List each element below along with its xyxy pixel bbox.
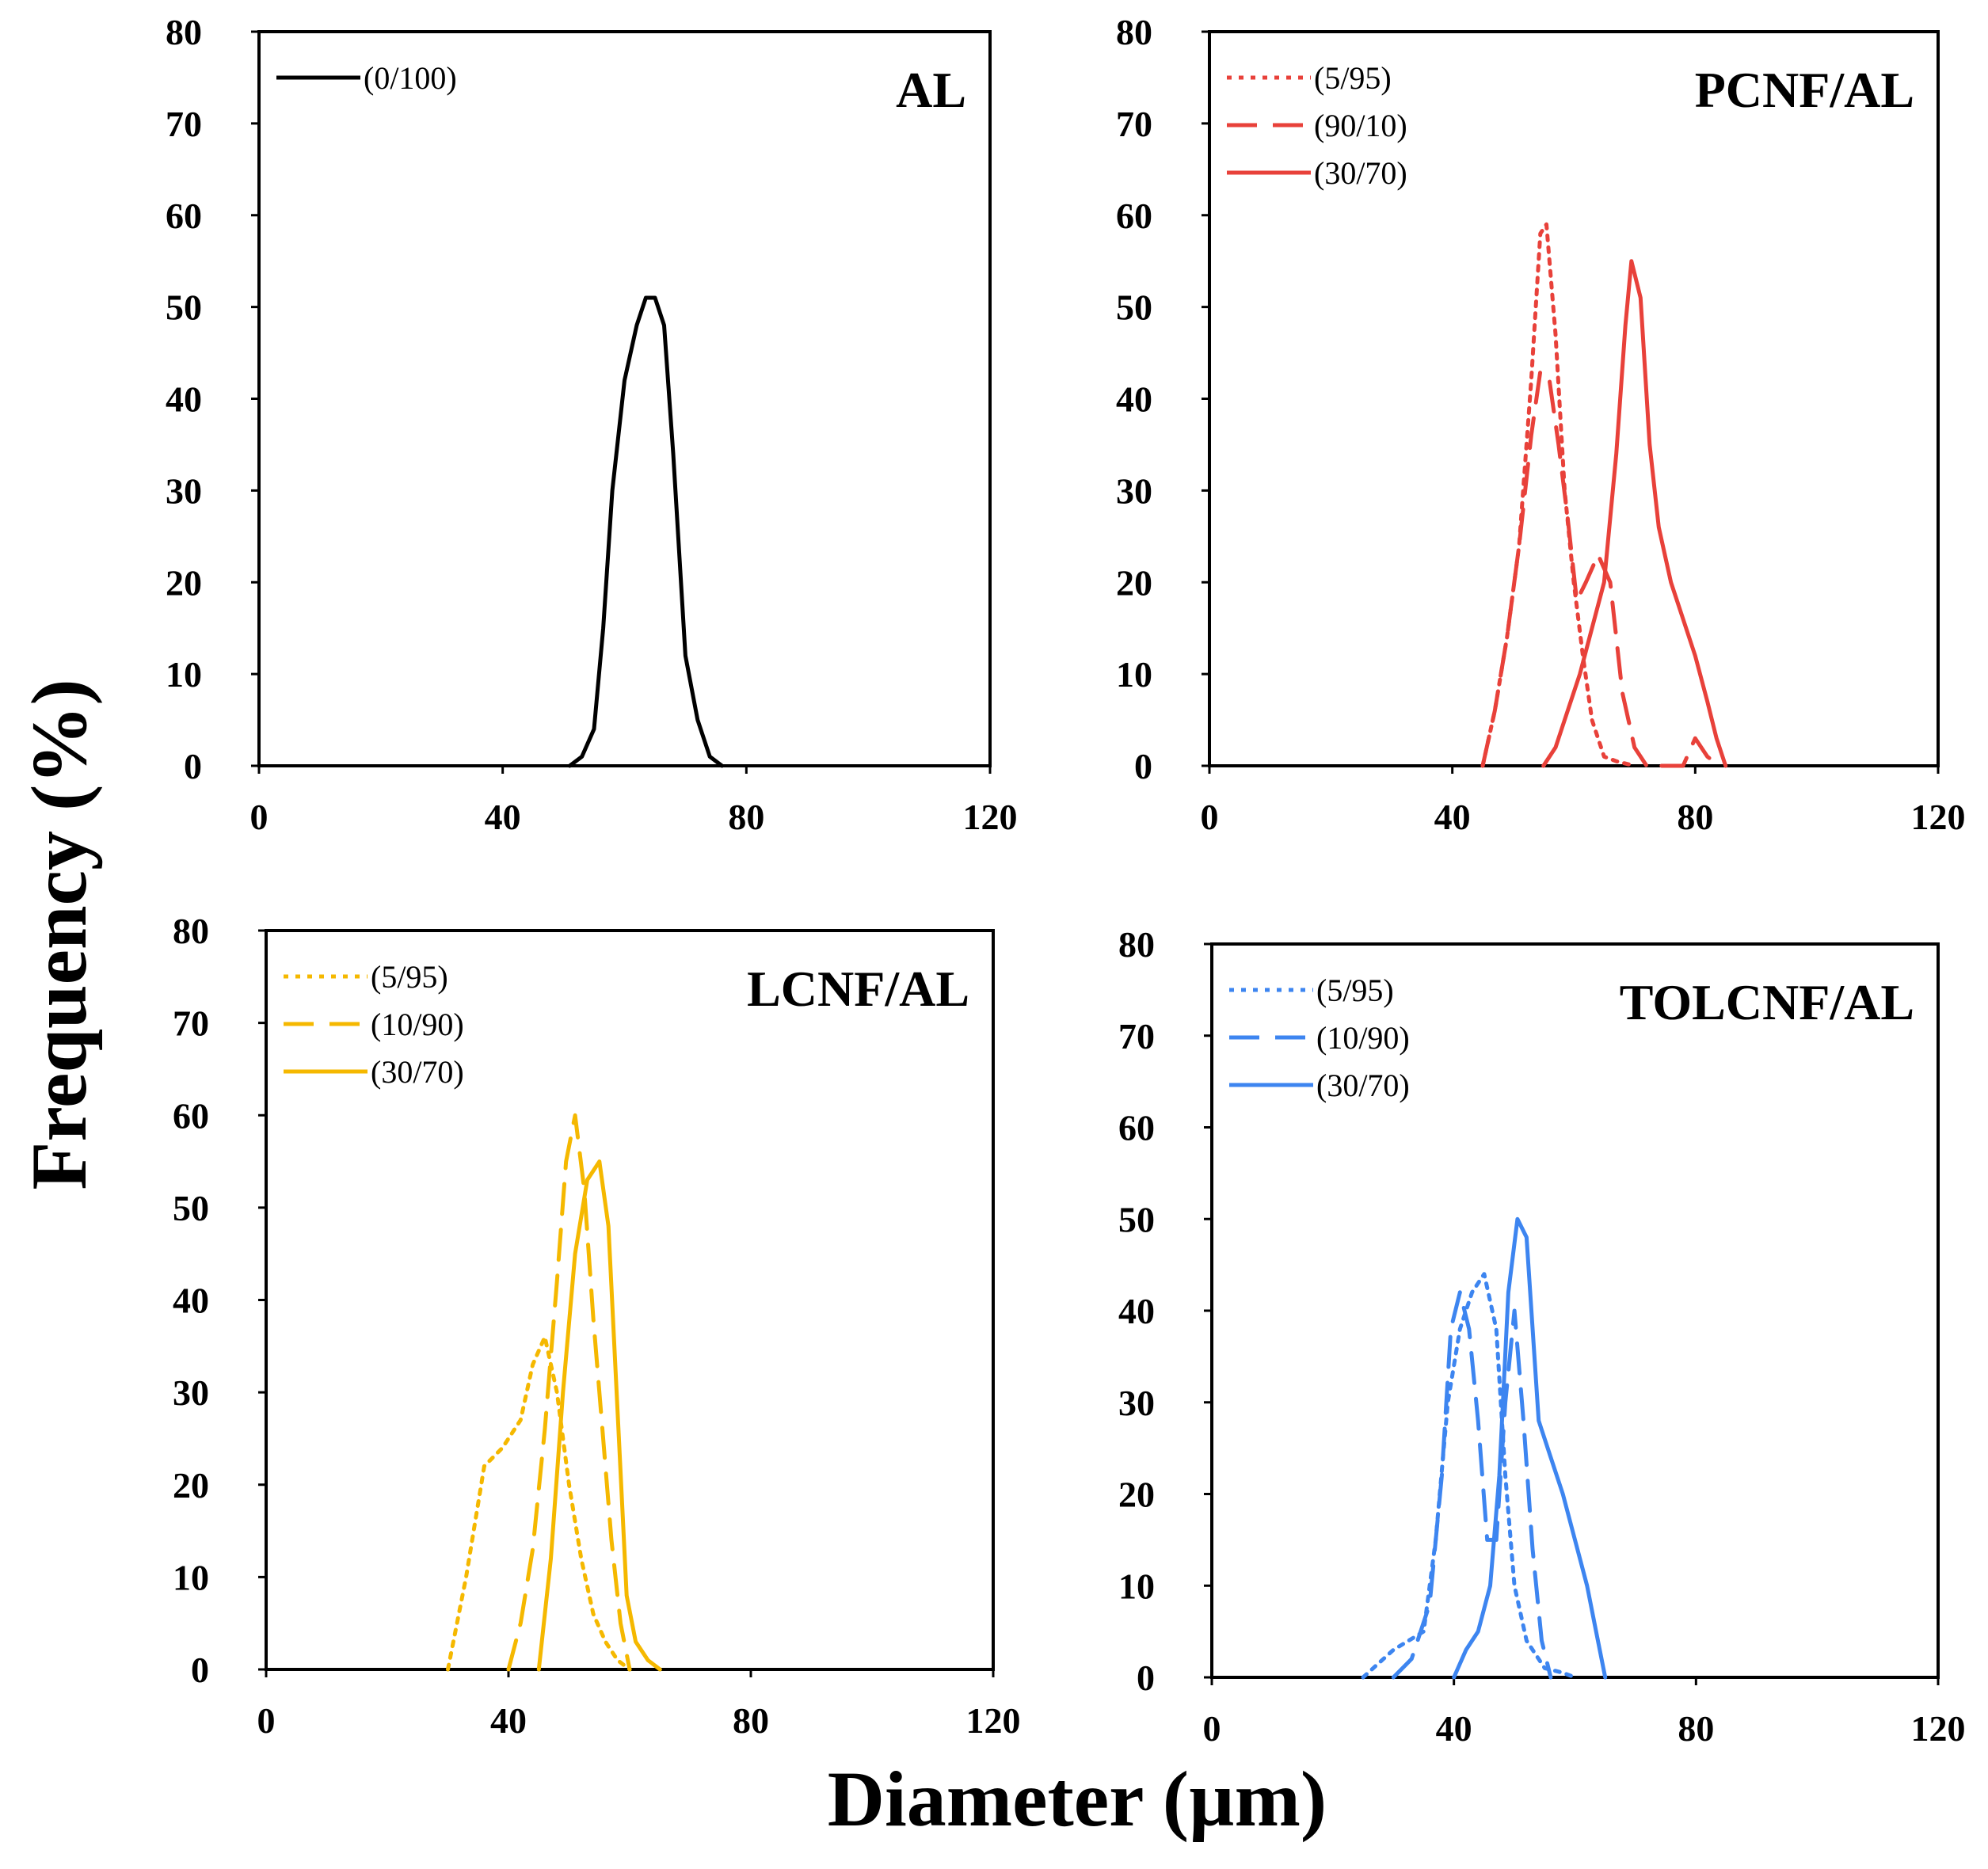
x-tick-label: 40: [490, 1700, 527, 1741]
legend-label: (5/95): [1314, 60, 1392, 96]
y-tick-label: 70: [1118, 1016, 1155, 1056]
y-tick-label: 60: [1116, 196, 1152, 236]
y-tick-label: 50: [1116, 287, 1152, 328]
panel-tolcnf-al: 0 10 20 30 40 50 60 70 80 0 40 80 120 (5/95) (10/90) (3…: [1118, 924, 1966, 1749]
panel-al: 0 10 20 30 40 50 60 70 80 0 40 80 120 (0/100) AL: [166, 12, 1018, 837]
series-line-solid: [536, 1159, 662, 1672]
y-tick-label: 20: [173, 1465, 209, 1505]
x-tick-label: 120: [963, 797, 1018, 837]
y-tick-label: 50: [166, 287, 202, 328]
x-tick-label: 40: [1436, 1708, 1472, 1749]
panel-title: TOLCNF/AL: [1620, 974, 1914, 1030]
series-line-solid: [1452, 1216, 1608, 1680]
y-tick-label: 50: [173, 1188, 209, 1228]
y-tick-label: 70: [1116, 104, 1152, 144]
x-tick-label: 80: [733, 1700, 769, 1741]
legend-label: (30/70): [1316, 1068, 1410, 1103]
panel-lcnf-al: 0 10 20 30 40 50 60 70 80 0 40 80 120 (5/95) (10/90) (3…: [173, 911, 1021, 1741]
legend-label: (10/90): [371, 1007, 464, 1042]
y-tick-label: 30: [173, 1372, 209, 1413]
x-tick-label: 0: [1201, 797, 1219, 837]
legend-label: (90/10): [1314, 108, 1407, 143]
series-line-dotted: [1480, 222, 1637, 768]
y-tick-label: 40: [1118, 1291, 1155, 1331]
y-tick-label: 20: [1118, 1475, 1155, 1515]
y-tick-label: 30: [1116, 470, 1152, 511]
y-tick-label: 0: [1137, 1658, 1155, 1698]
legend-label: (10/90): [1316, 1020, 1410, 1056]
y-tick-label: 10: [166, 654, 202, 695]
y-tick-label: 30: [1118, 1383, 1155, 1423]
x-tick-label: 40: [1434, 797, 1471, 837]
series-line-solid: [567, 295, 725, 768]
y-tick-label: 20: [1116, 562, 1152, 603]
y-tick-label: 70: [173, 1003, 209, 1044]
panel-title: AL: [896, 62, 966, 118]
x-tick-label: 120: [1911, 1708, 1966, 1749]
y-tick-label: 60: [173, 1095, 209, 1136]
x-tick-label: 80: [728, 797, 764, 837]
y-tick-label: 40: [173, 1281, 209, 1321]
series-line-dotted: [446, 1334, 632, 1672]
series-line-solid: [1541, 259, 1728, 768]
legend-label: (0/100): [364, 60, 457, 96]
series-line-dashed: [1391, 1290, 1553, 1680]
x-axis-label: Diameter (µm): [828, 1755, 1327, 1843]
y-tick-label: 50: [1118, 1199, 1155, 1239]
series-line-dotted: [1361, 1272, 1577, 1680]
y-tick-label: 60: [1118, 1108, 1155, 1148]
legend: (0/100): [276, 60, 457, 96]
x-tick-label: 0: [257, 1700, 276, 1741]
x-tick-label: 0: [250, 797, 268, 837]
x-tick-label: 120: [966, 1700, 1021, 1741]
legend: (5/95) (90/10) (30/70): [1227, 60, 1407, 191]
x-tick-label: 80: [1677, 797, 1713, 837]
legend-label: (5/95): [371, 959, 448, 995]
x-tick-label: 80: [1678, 1708, 1714, 1749]
y-tick-label: 40: [166, 379, 202, 420]
panel-title: LCNF/AL: [747, 961, 969, 1017]
x-tick-label: 40: [485, 797, 521, 837]
y-tick-label: 40: [1116, 379, 1152, 420]
y-tick-label: 80: [1116, 12, 1152, 52]
legend-label: (30/70): [371, 1054, 464, 1090]
series-line-dashed: [506, 1113, 632, 1672]
y-tick-label: 60: [166, 196, 202, 236]
x-tick-label: 120: [1911, 797, 1966, 837]
y-tick-label: 80: [173, 911, 209, 951]
legend-label: (5/95): [1316, 973, 1394, 1008]
panel-title: PCNF/AL: [1695, 62, 1914, 118]
y-tick-label: 20: [166, 562, 202, 603]
y-tick-label: 30: [166, 470, 202, 511]
y-tick-label: 0: [184, 746, 202, 786]
legend: (5/95) (10/90) (30/70): [1229, 973, 1410, 1103]
panel-pcnf-al: 0 10 20 30 40 50 60 70 80 0 40 80 120 (5/95) (90/10) (3…: [1116, 12, 1966, 837]
y-tick-label: 70: [166, 104, 202, 144]
y-tick-label: 10: [1116, 654, 1152, 695]
y-tick-label: 0: [1134, 746, 1152, 786]
y-tick-label: 10: [173, 1557, 209, 1597]
y-tick-label: 0: [191, 1650, 209, 1690]
legend: (5/95) (10/90) (30/70): [284, 959, 464, 1090]
y-tick-label: 10: [1118, 1566, 1155, 1606]
legend-label: (30/70): [1314, 155, 1407, 191]
y-tick-label: 80: [1118, 924, 1155, 965]
y-tick-label: 80: [166, 12, 202, 52]
series-line-dashed: [1480, 369, 1722, 768]
x-tick-label: 0: [1203, 1708, 1221, 1749]
y-axis-label: Frequency (%): [15, 679, 103, 1190]
